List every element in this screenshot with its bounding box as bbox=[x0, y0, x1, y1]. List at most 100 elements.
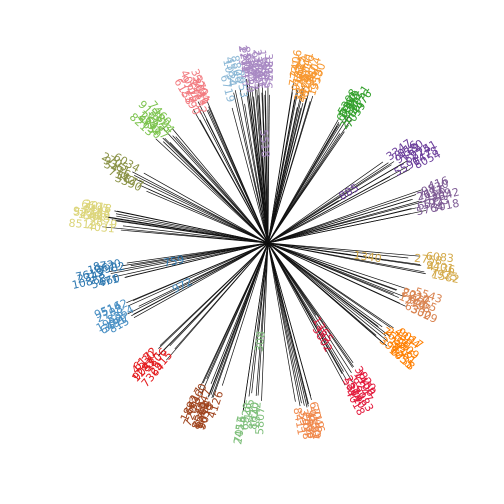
tip-label: 4136 bbox=[426, 260, 456, 277]
branch-line bbox=[267, 242, 308, 408]
tip-label: 2406 bbox=[287, 49, 304, 79]
tip-label: 7925 bbox=[429, 266, 459, 284]
branch-line bbox=[134, 175, 269, 244]
tip-label: 1067 bbox=[87, 260, 117, 277]
branch-line bbox=[267, 115, 350, 244]
branch-line bbox=[261, 92, 269, 244]
tip-label: 1034 bbox=[220, 58, 239, 88]
tip-label: 8512 bbox=[68, 217, 97, 233]
branch-line bbox=[267, 83, 294, 244]
branch-line bbox=[267, 213, 411, 244]
branch-line bbox=[267, 242, 387, 337]
branch-line bbox=[267, 242, 420, 257]
branch-line bbox=[267, 94, 270, 244]
branch-lines bbox=[102, 78, 427, 411]
branch-line bbox=[174, 242, 269, 350]
tip-label: 8716 bbox=[298, 53, 317, 83]
tip-label: 1308 bbox=[77, 208, 107, 225]
branch-line bbox=[186, 242, 269, 260]
branch-line bbox=[267, 242, 301, 407]
tip-label: 2953 bbox=[233, 69, 250, 99]
branch-line bbox=[267, 90, 310, 244]
tip-label: 1210 bbox=[236, 45, 252, 74]
branch-line bbox=[207, 242, 269, 398]
tip-label: 2503 bbox=[254, 59, 268, 87]
branch-line bbox=[112, 242, 269, 278]
tip-label: 2348 bbox=[76, 268, 106, 286]
tip-label: 5041 bbox=[297, 51, 316, 81]
branch-line bbox=[114, 210, 269, 244]
branch-line bbox=[267, 242, 346, 386]
tip-label: 6845 bbox=[82, 209, 112, 226]
branch-line bbox=[148, 188, 269, 244]
branch-line bbox=[267, 242, 387, 346]
branch-line bbox=[267, 208, 412, 244]
tip-label: 3156 bbox=[82, 203, 112, 221]
tip-label: 7803 bbox=[300, 410, 319, 440]
branch-line bbox=[155, 138, 269, 244]
branch-line bbox=[267, 200, 427, 244]
inner-tip-label: 5518 bbox=[257, 129, 272, 158]
branch-line bbox=[267, 242, 389, 342]
tip-label: 6605 bbox=[80, 197, 110, 215]
tip-label: 5938 bbox=[295, 411, 313, 441]
branch-line bbox=[134, 178, 269, 244]
branch-line bbox=[267, 194, 417, 244]
branch-line bbox=[107, 217, 269, 244]
tip-label: 8411 bbox=[290, 406, 308, 436]
tip-label: 3018 bbox=[430, 197, 460, 215]
tip-label: 6571 bbox=[416, 194, 446, 213]
tip-label: 6045 bbox=[259, 56, 272, 84]
tip-label: 1923 bbox=[420, 193, 450, 212]
branch-line bbox=[243, 242, 269, 410]
tip-label: 6902 bbox=[242, 53, 258, 82]
branch-line bbox=[234, 90, 269, 244]
branch-line bbox=[267, 125, 338, 244]
tip-label: 5764 bbox=[415, 200, 445, 218]
tip-label: 2679 bbox=[88, 215, 117, 231]
branch-line bbox=[267, 242, 312, 397]
tip-label: 7016 bbox=[231, 415, 248, 445]
branch-line bbox=[267, 242, 317, 316]
branch-line bbox=[202, 242, 269, 384]
tip-label: 2453 bbox=[231, 416, 248, 446]
branch-line bbox=[261, 157, 269, 244]
tip-label: 3878 bbox=[292, 73, 311, 103]
branch-line bbox=[267, 242, 399, 298]
branch-line bbox=[267, 200, 339, 244]
tip-label: 8720 bbox=[92, 257, 122, 274]
tip-label: 5130 bbox=[241, 64, 257, 93]
tip-label: 1188 bbox=[255, 49, 269, 77]
tip-label: 9274 bbox=[72, 204, 102, 221]
branch-line bbox=[267, 242, 397, 291]
tip-label: 3392 bbox=[262, 53, 275, 81]
branch-line bbox=[159, 242, 269, 346]
tip-label: 416 bbox=[426, 174, 450, 193]
tip-label: 4217 bbox=[244, 62, 260, 91]
branch-line bbox=[126, 242, 269, 304]
branch-line bbox=[267, 164, 392, 244]
tip-label: 7615 bbox=[75, 266, 105, 284]
branch-line bbox=[102, 226, 269, 244]
tip-label: 1457 bbox=[292, 55, 310, 85]
tip-labels: 1210941327715130880869024217934431607485… bbox=[68, 44, 461, 445]
inner-tip-label: 759 bbox=[162, 253, 185, 270]
branch-line bbox=[193, 242, 269, 280]
branch-line bbox=[127, 242, 269, 307]
branch-line bbox=[109, 242, 269, 272]
branch-line bbox=[267, 242, 410, 291]
tip-label: 6083 bbox=[425, 250, 454, 265]
branch-line bbox=[122, 225, 269, 244]
tip-label: 1342 bbox=[249, 401, 264, 430]
tip-label: 4582 bbox=[222, 55, 241, 85]
tip-label: 5518 bbox=[262, 61, 275, 89]
tip-label: 9344 bbox=[246, 51, 261, 80]
branch-line bbox=[267, 242, 296, 402]
branch-line bbox=[267, 242, 391, 328]
branch-line bbox=[267, 242, 426, 275]
tip-label: 7485 bbox=[250, 61, 265, 90]
branch-line bbox=[253, 96, 269, 244]
inner-tip-label: 972 bbox=[170, 275, 195, 296]
tip-label: 660 bbox=[98, 272, 121, 290]
